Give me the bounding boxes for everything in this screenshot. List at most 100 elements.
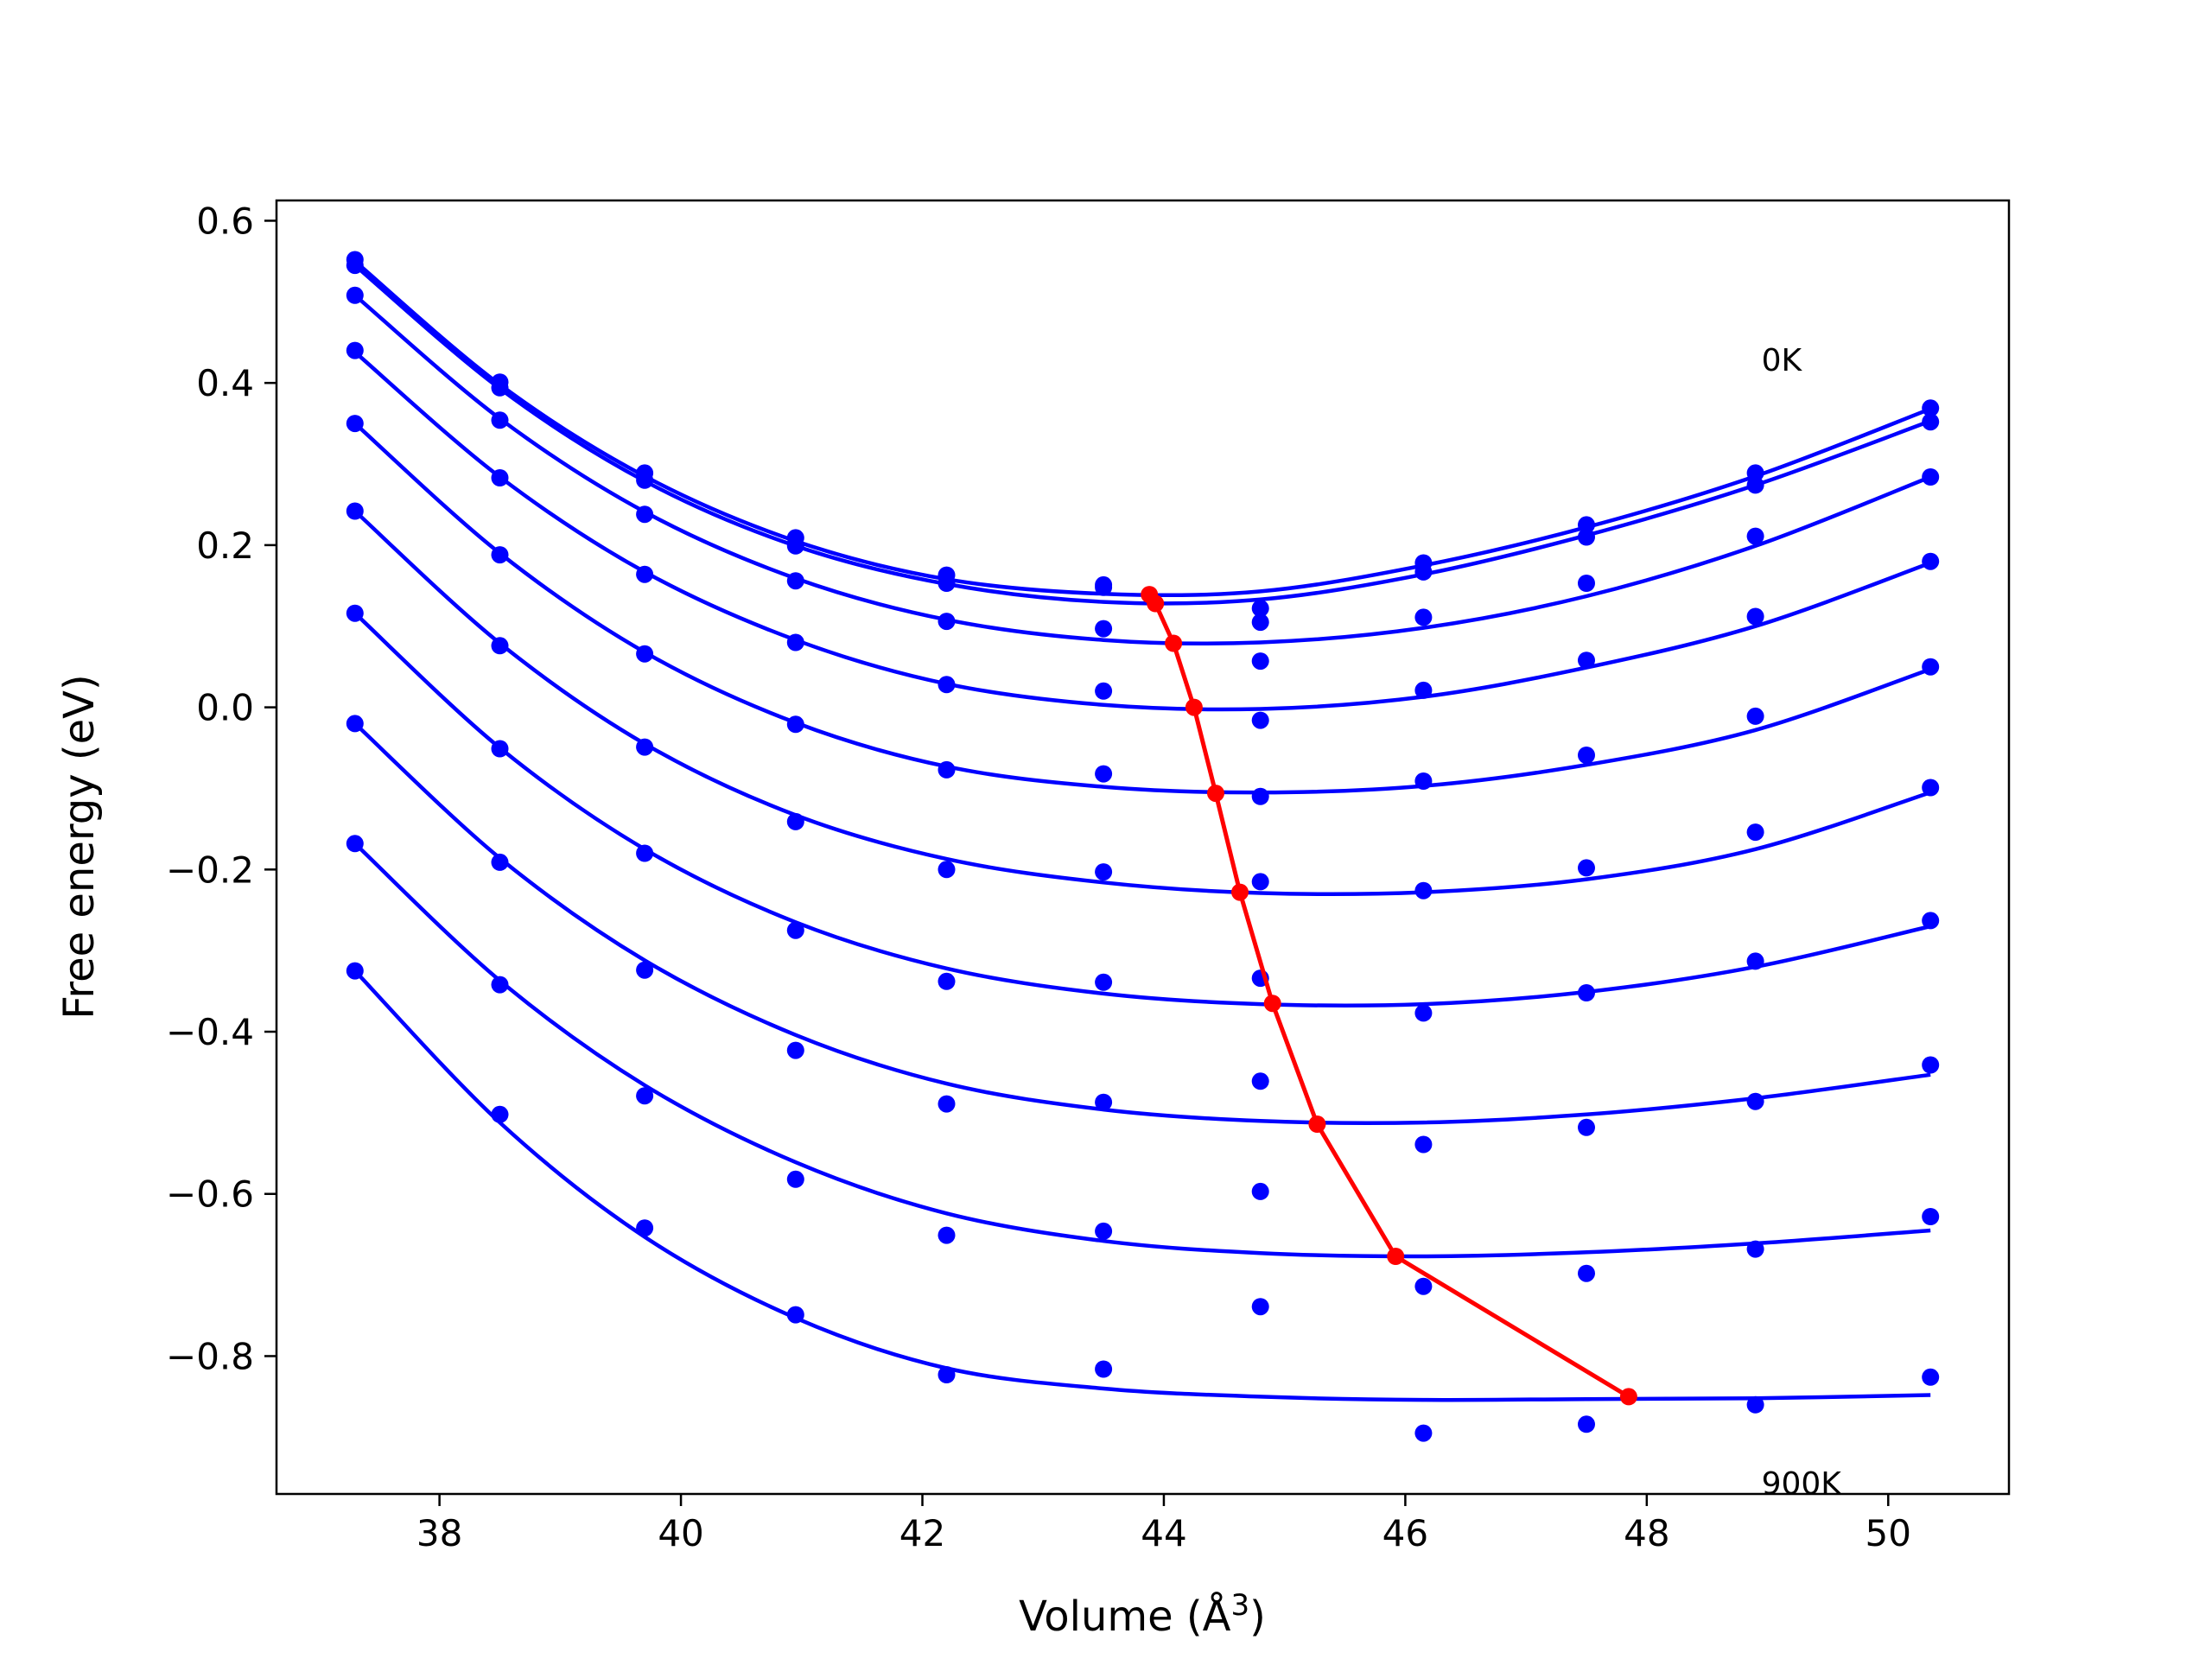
- data-point: [346, 257, 364, 275]
- data-point: [786, 921, 804, 939]
- x-axis-ticks: 38 40 42 44 46 48 50: [416, 1494, 1911, 1554]
- minimum-energy-line: [1147, 593, 1630, 1399]
- data-point: [346, 962, 364, 980]
- data-point: [1746, 1395, 1764, 1414]
- data-point: [1746, 1092, 1764, 1110]
- data-point: [1251, 711, 1269, 729]
- data-point: [1251, 1298, 1269, 1316]
- minimum-point: [1263, 995, 1281, 1013]
- data-point: [636, 961, 654, 979]
- data-point: [1922, 658, 1940, 676]
- data-point: [491, 546, 509, 564]
- data-point: [346, 715, 364, 733]
- data-point: [1746, 527, 1764, 545]
- y-tick-label: 0.6: [196, 200, 254, 242]
- data-point: [491, 976, 509, 994]
- data-point: [1746, 1240, 1764, 1258]
- data-point: [786, 715, 804, 734]
- data-point: [1578, 1118, 1595, 1136]
- data-point: [1414, 608, 1433, 626]
- data-point: [1746, 476, 1764, 494]
- data-point: [938, 972, 956, 990]
- minimum-point: [1207, 785, 1224, 803]
- data-point: [636, 1219, 654, 1237]
- minimum-point: [1619, 1388, 1637, 1406]
- data-point: [786, 1306, 804, 1324]
- data-point: [346, 604, 364, 622]
- data-point: [1414, 772, 1433, 790]
- data-point: [1414, 681, 1433, 699]
- x-axis-label: Volume (Å3): [1019, 1588, 1266, 1641]
- data-point: [1578, 1264, 1595, 1282]
- data-point: [1095, 863, 1113, 881]
- data-point: [346, 502, 364, 520]
- y-axis-ticks: −0.8 −0.6 −0.4 −0.2 0.0 0.2 0.4 0.6: [166, 200, 276, 1377]
- fit-curve-10: [353, 969, 1931, 1402]
- data-point: [1414, 1135, 1433, 1154]
- x-tick-label: 48: [1624, 1512, 1669, 1554]
- data-point: [938, 1226, 956, 1244]
- data-point: [346, 341, 364, 359]
- plot-frame: [275, 199, 2011, 1496]
- data-point: [1095, 765, 1113, 783]
- data-point: [938, 1095, 956, 1113]
- data-point: [1922, 779, 1940, 797]
- y-tick-label: 0.2: [196, 524, 254, 567]
- x-axis-label-superscript: 3: [1230, 1588, 1249, 1623]
- data-point: [1922, 399, 1940, 417]
- minimum-point: [1308, 1116, 1326, 1133]
- data-point: [1922, 912, 1940, 930]
- data-point: [786, 633, 804, 652]
- data-point: [1414, 881, 1433, 899]
- x-tick-label: 44: [1141, 1512, 1186, 1554]
- data-point: [1746, 464, 1764, 482]
- data-point: [1922, 552, 1940, 570]
- data-point: [636, 1087, 654, 1105]
- data-point: [1251, 600, 1269, 618]
- data-point: [938, 1366, 956, 1383]
- data-point: [1578, 528, 1595, 546]
- data-point: [1251, 787, 1269, 805]
- x-tick-label: 38: [416, 1512, 462, 1554]
- data-point: [1578, 859, 1595, 877]
- temperature-annotation: 900K: [1762, 1466, 1843, 1502]
- x-tick-label: 40: [658, 1512, 703, 1554]
- y-tick-label: −0.6: [166, 1173, 254, 1216]
- data-point: [1578, 652, 1595, 670]
- data-point: [938, 760, 956, 779]
- data-point: [1251, 1072, 1269, 1090]
- data-point: [1578, 984, 1595, 1001]
- y-tick-label: −0.4: [166, 1011, 254, 1053]
- y-tick-label: 0.0: [196, 687, 254, 729]
- data-point: [1578, 516, 1595, 534]
- data-point: [491, 469, 509, 486]
- data-point: [1095, 973, 1113, 991]
- data-point: [1922, 1056, 1940, 1074]
- fit-curves: [353, 259, 1932, 1402]
- y-tick-label: −0.8: [166, 1335, 254, 1377]
- data-point: [1746, 707, 1764, 725]
- data-point: [786, 572, 804, 590]
- data-point: [938, 613, 956, 631]
- annotations: 0K 900K: [1762, 343, 1843, 1502]
- data-point: [1251, 873, 1269, 891]
- data-point: [1746, 952, 1764, 970]
- data-point: [1746, 823, 1764, 842]
- data-point: [491, 411, 509, 429]
- temperature-annotation: 0K: [1762, 343, 1803, 378]
- data-point: [1251, 1182, 1269, 1200]
- x-tick-label: 42: [899, 1512, 945, 1554]
- data-point: [636, 844, 654, 862]
- data-point: [1095, 1093, 1113, 1111]
- fit-curve-9: [353, 842, 1931, 1259]
- minimum-point: [1147, 594, 1165, 613]
- x-tick-label: 46: [1382, 1512, 1428, 1554]
- y-axis-label: Free energy (eV): [55, 674, 104, 1019]
- data-point: [1922, 413, 1940, 431]
- data-points: [346, 251, 1940, 1442]
- x-axis-label-close: ): [1249, 1592, 1266, 1641]
- data-point: [636, 738, 654, 756]
- fit-curve-4: [353, 350, 1931, 712]
- data-point: [636, 471, 654, 489]
